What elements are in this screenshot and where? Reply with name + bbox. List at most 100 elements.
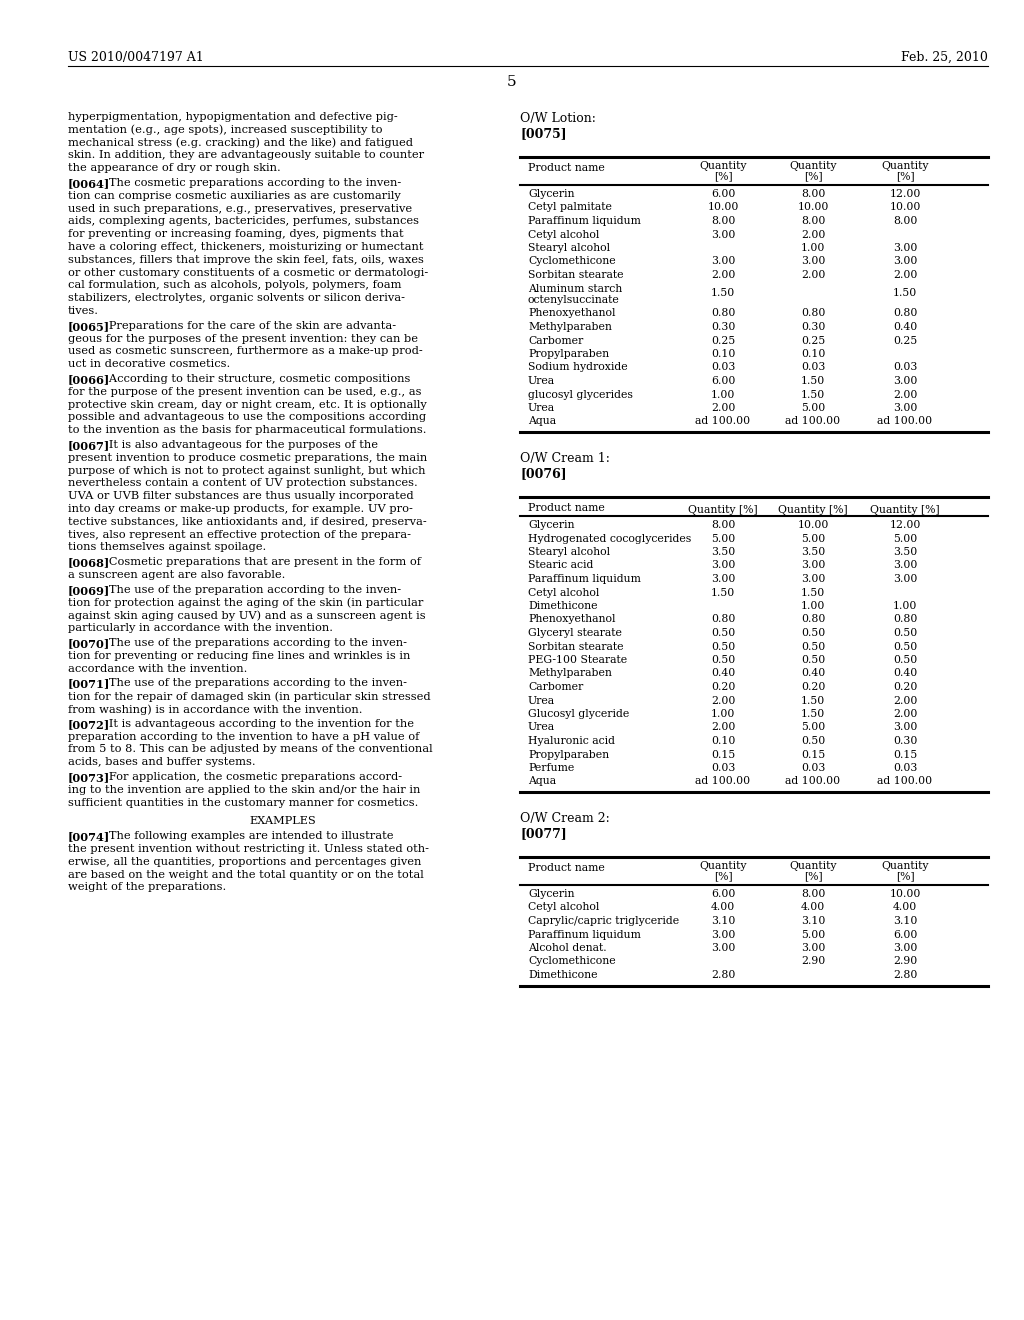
Text: octenylsuccinate: octenylsuccinate	[528, 294, 620, 305]
Text: preparation according to the invention to have a pH value of: preparation according to the invention t…	[68, 731, 420, 742]
Text: used in such preparations, e.g., preservatives, preservative: used in such preparations, e.g., preserv…	[68, 203, 412, 214]
Text: 0.40: 0.40	[711, 668, 735, 678]
Text: hyperpigmentation, hypopigmentation and defective pig-: hyperpigmentation, hypopigmentation and …	[68, 112, 397, 121]
Text: Glyceryl stearate: Glyceryl stearate	[528, 628, 622, 638]
Text: 0.80: 0.80	[893, 615, 918, 624]
Text: 2.00: 2.00	[893, 389, 918, 400]
Text: 3.50: 3.50	[711, 546, 735, 557]
Text: 5.00: 5.00	[801, 722, 825, 733]
Text: 2.90: 2.90	[893, 957, 918, 966]
Text: to the invention as the basis for pharmaceutical formulations.: to the invention as the basis for pharma…	[68, 425, 427, 436]
Text: accordance with the invention.: accordance with the invention.	[68, 664, 248, 673]
Text: Quantity: Quantity	[790, 161, 837, 172]
Text: Quantity: Quantity	[882, 861, 929, 871]
Text: weight of the preparations.: weight of the preparations.	[68, 882, 226, 892]
Text: tion for preventing or reducing fine lines and wrinkles is in: tion for preventing or reducing fine lin…	[68, 651, 411, 661]
Text: 0.03: 0.03	[801, 763, 825, 774]
Text: ad 100.00: ad 100.00	[785, 417, 841, 426]
Text: Dimethicone: Dimethicone	[528, 601, 597, 611]
Text: According to their structure, cosmetic compositions: According to their structure, cosmetic c…	[98, 374, 411, 384]
Text: purpose of which is not to protect against sunlight, but which: purpose of which is not to protect again…	[68, 466, 426, 475]
Text: 1.50: 1.50	[893, 289, 918, 298]
Text: 3.00: 3.00	[801, 574, 825, 583]
Text: Quantity: Quantity	[699, 861, 746, 871]
Text: are based on the weight and the total quantity or on the total: are based on the weight and the total qu…	[68, 870, 424, 879]
Text: 1.00: 1.00	[893, 601, 918, 611]
Text: 2.00: 2.00	[711, 271, 735, 280]
Text: 1.50: 1.50	[801, 389, 825, 400]
Text: 0.30: 0.30	[893, 737, 918, 746]
Text: aids, complexing agents, bactericides, perfumes, substances: aids, complexing agents, bactericides, p…	[68, 216, 419, 227]
Text: [0071]: [0071]	[68, 678, 111, 689]
Text: 2.00: 2.00	[711, 696, 735, 705]
Text: [%]: [%]	[896, 172, 914, 181]
Text: 0.80: 0.80	[711, 309, 735, 318]
Text: 0.30: 0.30	[711, 322, 735, 333]
Text: tion for protection against the aging of the skin (in particular: tion for protection against the aging of…	[68, 598, 423, 609]
Text: uct in decorative cosmetics.: uct in decorative cosmetics.	[68, 359, 230, 370]
Text: 2.00: 2.00	[893, 696, 918, 705]
Text: Feb. 25, 2010: Feb. 25, 2010	[901, 50, 988, 63]
Text: Glucosyl glyceride: Glucosyl glyceride	[528, 709, 630, 719]
Text: 3.50: 3.50	[801, 546, 825, 557]
Text: 0.50: 0.50	[801, 655, 825, 665]
Text: tion for the repair of damaged skin (in particular skin stressed: tion for the repair of damaged skin (in …	[68, 692, 431, 702]
Text: stabilizers, electrolytes, organic solvents or silicon deriva-: stabilizers, electrolytes, organic solve…	[68, 293, 406, 304]
Text: The use of the preparations according to the inven-: The use of the preparations according to…	[98, 678, 408, 689]
Text: 0.30: 0.30	[801, 322, 825, 333]
Text: 5.00: 5.00	[893, 533, 918, 544]
Text: sufficient quantities in the customary manner for cosmetics.: sufficient quantities in the customary m…	[68, 797, 419, 808]
Text: 8.00: 8.00	[893, 216, 918, 226]
Text: 0.50: 0.50	[711, 655, 735, 665]
Text: geous for the purposes of the present invention: they can be: geous for the purposes of the present in…	[68, 334, 418, 343]
Text: tions themselves against spoilage.: tions themselves against spoilage.	[68, 543, 266, 552]
Text: 10.00: 10.00	[798, 520, 828, 531]
Text: Alcohol denat.: Alcohol denat.	[528, 942, 606, 953]
Text: 1.50: 1.50	[801, 696, 825, 705]
Text: 0.50: 0.50	[893, 642, 918, 652]
Text: For application, the cosmetic preparations accord-: For application, the cosmetic preparatio…	[98, 772, 402, 781]
Text: [0067]: [0067]	[68, 440, 111, 451]
Text: the appearance of dry or rough skin.: the appearance of dry or rough skin.	[68, 164, 281, 173]
Text: 0.80: 0.80	[711, 615, 735, 624]
Text: Product name: Product name	[528, 863, 605, 873]
Text: 3.00: 3.00	[893, 256, 918, 267]
Text: 0.03: 0.03	[893, 363, 918, 372]
Text: 3.10: 3.10	[893, 916, 918, 927]
Text: 1.50: 1.50	[801, 709, 825, 719]
Text: the present invention without restricting it. Unless stated oth-: the present invention without restrictin…	[68, 843, 429, 854]
Text: 10.00: 10.00	[798, 202, 828, 213]
Text: 1.50: 1.50	[801, 587, 825, 598]
Text: The following examples are intended to illustrate: The following examples are intended to i…	[98, 832, 394, 841]
Text: Product name: Product name	[528, 503, 605, 513]
Text: 6.00: 6.00	[711, 888, 735, 899]
Text: 0.10: 0.10	[711, 737, 735, 746]
Text: Propylparaben: Propylparaben	[528, 750, 609, 759]
Text: [0064]: [0064]	[68, 178, 111, 189]
Text: ad 100.00: ad 100.00	[878, 417, 933, 426]
Text: Paraffinum liquidum: Paraffinum liquidum	[528, 216, 641, 226]
Text: Aqua: Aqua	[528, 776, 556, 787]
Text: have a coloring effect, thickeners, moisturizing or humectant: have a coloring effect, thickeners, mois…	[68, 242, 424, 252]
Text: 8.00: 8.00	[801, 888, 825, 899]
Text: Urea: Urea	[528, 696, 555, 705]
Text: for preventing or increasing foaming, dyes, pigments that: for preventing or increasing foaming, dy…	[68, 230, 403, 239]
Text: O/W Cream 1:: O/W Cream 1:	[520, 451, 610, 465]
Text: 3.00: 3.00	[893, 376, 918, 385]
Text: Paraffinum liquidum: Paraffinum liquidum	[528, 929, 641, 940]
Text: 1.00: 1.00	[711, 389, 735, 400]
Text: present invention to produce cosmetic preparations, the main: present invention to produce cosmetic pr…	[68, 453, 427, 463]
Text: ad 100.00: ad 100.00	[695, 417, 751, 426]
Text: 1.50: 1.50	[801, 376, 825, 385]
Text: 10.00: 10.00	[889, 202, 921, 213]
Text: 0.20: 0.20	[711, 682, 735, 692]
Text: 4.00: 4.00	[893, 903, 918, 912]
Text: tective substances, like antioxidants and, if desired, preserva-: tective substances, like antioxidants an…	[68, 517, 427, 527]
Text: from washing) is in accordance with the invention.: from washing) is in accordance with the …	[68, 704, 362, 714]
Text: [%]: [%]	[804, 172, 822, 181]
Text: 0.50: 0.50	[801, 642, 825, 652]
Text: 3.10: 3.10	[801, 916, 825, 927]
Text: 0.50: 0.50	[893, 628, 918, 638]
Text: 3.00: 3.00	[893, 561, 918, 570]
Text: It is also advantageous for the purposes of the: It is also advantageous for the purposes…	[98, 440, 378, 450]
